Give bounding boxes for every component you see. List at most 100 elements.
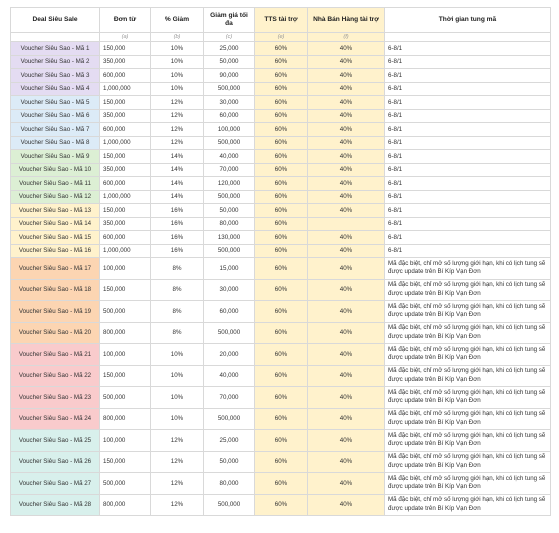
table-row: Voucher Siêu Sao - Mã 13 150,000 16% 50,000…: [10, 203, 551, 218]
don-tu-cell: 1,000,000: [99, 81, 151, 96]
voucher-cell: Voucher Siêu Sao - Mã 16: [10, 243, 100, 258]
pct-giam-cell: 12%: [150, 135, 204, 150]
thoi-gian-cell: 6-8/1: [384, 243, 551, 258]
tts-cell: 60%: [254, 41, 308, 56]
tts-cell: 60%: [254, 108, 308, 123]
tts-cell: 60%: [254, 300, 308, 323]
thoi-gian-cell: Mã đặc biệt, chỉ mở số lượng giới hạn, k…: [384, 407, 551, 430]
tts-cell: 60%: [254, 162, 308, 177]
tts-cell: 60%: [254, 176, 308, 191]
pct-giam-cell: 16%: [150, 230, 204, 245]
tts-cell: 60%: [254, 54, 308, 69]
table-row: Voucher Siêu Sao - Mã 27 500,000 12% 80,000…: [10, 472, 551, 495]
voucher-cell: Voucher Siêu Sao - Mã 10: [10, 162, 100, 177]
voucher-cell: Voucher Siêu Sao - Mã 11: [10, 176, 100, 191]
nha-ban-hang-cell: 40%: [307, 176, 385, 191]
nha-ban-hang-cell: 40%: [307, 149, 385, 164]
table-row: Voucher Siêu Sao - Mã 20 800,000 8% 500,000…: [10, 321, 551, 344]
tts-cell: 60%: [254, 189, 308, 204]
tts-cell: 60%: [254, 364, 308, 387]
tts-cell: 60%: [254, 321, 308, 344]
table-row: Voucher Siêu Sao - Mã 2 350,000 10% 50,000 6…: [10, 54, 551, 69]
giam-toi-da-cell: 60,000: [203, 108, 255, 123]
pct-giam-cell: 12%: [150, 472, 204, 495]
voucher-cell: Voucher Siêu Sao - Mã 21: [10, 343, 100, 366]
tts-cell: 60%: [254, 68, 308, 83]
giam-toi-da-cell: 500,000: [203, 493, 255, 516]
don-tu-cell: 100,000: [99, 429, 151, 452]
voucher-cell: Voucher Siêu Sao - Mã 13: [10, 203, 100, 218]
nha-ban-hang-cell: 40%: [307, 203, 385, 218]
don-tu-cell: 350,000: [99, 108, 151, 123]
pct-giam-cell: 16%: [150, 203, 204, 218]
pct-giam-cell: 10%: [150, 54, 204, 69]
giam-toi-da-cell: 500,000: [203, 407, 255, 430]
table-row: Voucher Siêu Sao - Mã 19 500,000 8% 60,000 6…: [10, 300, 551, 323]
don-tu-cell: 600,000: [99, 176, 151, 191]
voucher-cell: Voucher Siêu Sao - Mã 7: [10, 122, 100, 137]
thoi-gian-cell: Mã đặc biệt, chỉ mở số lượng giới hạn, k…: [384, 386, 551, 409]
pct-giam-cell: 14%: [150, 189, 204, 204]
don-tu-cell: 150,000: [99, 450, 151, 473]
table-row: Voucher Siêu Sao - Mã 4 1,000,000 10% 500,0…: [10, 81, 551, 96]
thoi-gian-cell: 6-8/1: [384, 162, 551, 177]
table-row: Voucher Siêu Sao - Mã 17 100,000 8% 15,000 6…: [10, 257, 551, 280]
thoi-gian-cell: 6-8/1: [384, 216, 551, 231]
giam-toi-da-cell: 130,000: [203, 230, 255, 245]
nha-ban-hang-cell: 40%: [307, 450, 385, 473]
giam-toi-da-cell: 50,000: [203, 203, 255, 218]
pct-giam-cell: 10%: [150, 364, 204, 387]
table-row: Voucher Siêu Sao - Mã 9 150,000 14% 40,000 6…: [10, 149, 551, 164]
nha-ban-hang-cell: 40%: [307, 300, 385, 323]
nha-ban-hang-cell: 40%: [307, 472, 385, 495]
don-tu-cell: 800,000: [99, 493, 151, 516]
giam-toi-da-cell: 50,000: [203, 450, 255, 473]
nha-ban-hang-cell: 40%: [307, 278, 385, 301]
table-row: Voucher Siêu Sao - Mã 12 1,000,000 14% 500,…: [10, 189, 551, 204]
voucher-cell: Voucher Siêu Sao - Mã 15: [10, 230, 100, 245]
nha-ban-hang-cell: 40%: [307, 343, 385, 366]
giam-toi-da-cell: 25,000: [203, 41, 255, 56]
voucher-cell: Voucher Siêu Sao - Mã 1: [10, 41, 100, 56]
thoi-gian-cell: Mã đặc biệt, chỉ mở số lượng giới hạn, k…: [384, 300, 551, 323]
don-tu-cell: 150,000: [99, 149, 151, 164]
thoi-gian-cell: Mã đặc biệt, chỉ mở số lượng giới hạn, k…: [384, 321, 551, 344]
table-row: Voucher Siêu Sao - Mã 21 100,000 10% 20,000…: [10, 343, 551, 366]
subheader-nha-ban-hang: (f): [307, 32, 385, 42]
tts-cell: 60%: [254, 216, 308, 231]
thoi-gian-cell: Mã đặc biệt, chỉ mở số lượng giới hạn, k…: [384, 278, 551, 301]
header-thoi-gian: Thời gian tung mã: [384, 7, 551, 33]
thoi-gian-cell: Mã đặc biệt, chỉ mở số lượng giới hạn, k…: [384, 429, 551, 452]
pct-giam-cell: 10%: [150, 68, 204, 83]
pct-giam-cell: 12%: [150, 122, 204, 137]
giam-toi-da-cell: 500,000: [203, 135, 255, 150]
don-tu-cell: 500,000: [99, 300, 151, 323]
voucher-cell: Voucher Siêu Sao - Mã 3: [10, 68, 100, 83]
pct-giam-cell: 10%: [150, 41, 204, 56]
don-tu-cell: 150,000: [99, 95, 151, 110]
table-row: Voucher Siêu Sao - Mã 14 350,000 16% 80,000…: [10, 216, 551, 231]
don-tu-cell: 1,000,000: [99, 189, 151, 204]
tts-cell: 60%: [254, 122, 308, 137]
pct-giam-cell: 14%: [150, 162, 204, 177]
pct-giam-cell: 8%: [150, 300, 204, 323]
tts-cell: 60%: [254, 257, 308, 280]
thoi-gian-cell: 6-8/1: [384, 203, 551, 218]
pct-giam-cell: 12%: [150, 450, 204, 473]
pct-giam-cell: 16%: [150, 216, 204, 231]
voucher-cell: Voucher Siêu Sao - Mã 12: [10, 189, 100, 204]
giam-toi-da-cell: 100,000: [203, 122, 255, 137]
table-row: Voucher Siêu Sao - Mã 15 600,000 16% 130,00…: [10, 230, 551, 245]
subheader-tts: (e): [254, 32, 308, 42]
don-tu-cell: 150,000: [99, 278, 151, 301]
table-row: Voucher Siêu Sao - Mã 23 500,000 10% 70,000…: [10, 386, 551, 409]
don-tu-cell: 800,000: [99, 321, 151, 344]
nha-ban-hang-cell: 40%: [307, 257, 385, 280]
tts-cell: 60%: [254, 81, 308, 96]
subheader-don-tu: (a): [99, 32, 151, 42]
pct-giam-cell: 10%: [150, 343, 204, 366]
header-row: Deal Siêu Sale Đơn từ % Giảm Giảm giá tố…: [10, 7, 551, 33]
thoi-gian-cell: 6-8/1: [384, 135, 551, 150]
thoi-gian-cell: 6-8/1: [384, 41, 551, 56]
tts-cell: 60%: [254, 429, 308, 452]
